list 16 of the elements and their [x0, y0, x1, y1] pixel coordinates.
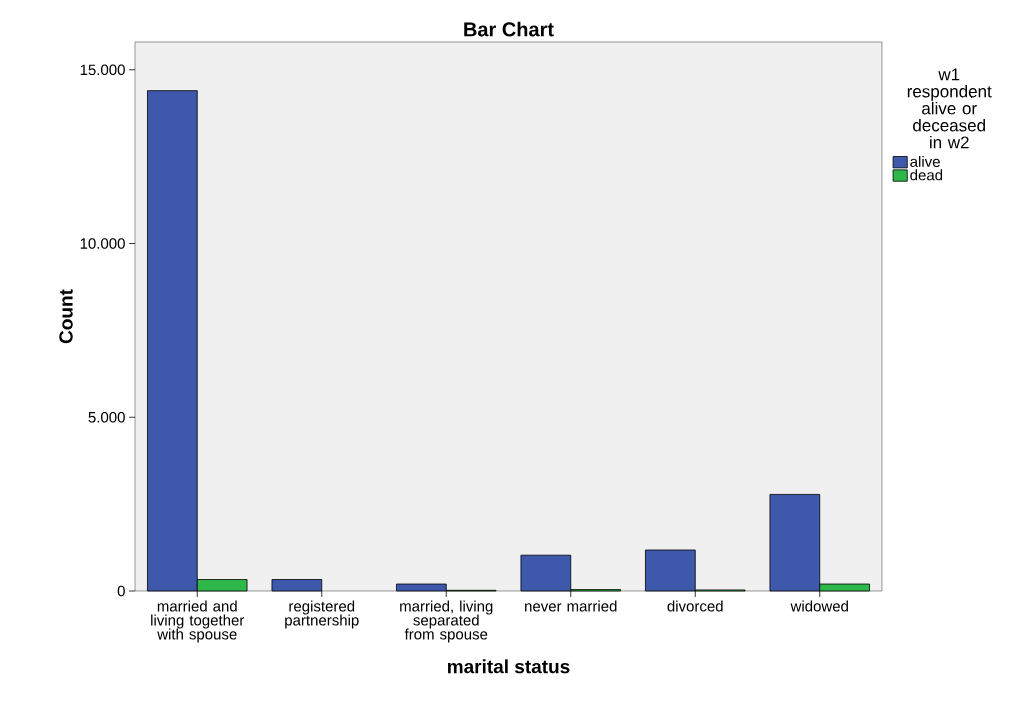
x-tick-label: married, living separated from spouse — [400, 600, 493, 643]
y-tick-label: 0 — [117, 585, 125, 597]
x-tick-label: divorced — [667, 600, 723, 612]
y-tick-label: 15.000 — [80, 64, 125, 76]
y-tick-label: 10.000 — [80, 238, 125, 249]
legend-label: alive — [910, 155, 940, 167]
legend-title: w1 respondent alive or deceased in w2 — [907, 68, 992, 149]
y-tick-label: 5.000 — [88, 411, 125, 423]
x-tick-label: married and living together with spouse — [151, 600, 245, 643]
x-tick-label: never married — [525, 600, 617, 612]
chart-title: Bar Chart — [464, 21, 554, 37]
x-tick-label: widowed — [790, 600, 848, 612]
y-axis-title: Count — [59, 289, 73, 344]
legend-label: dead — [910, 169, 943, 181]
x-tick-label: registered partnership — [285, 600, 359, 629]
x-axis-title: marital status — [447, 659, 570, 674]
